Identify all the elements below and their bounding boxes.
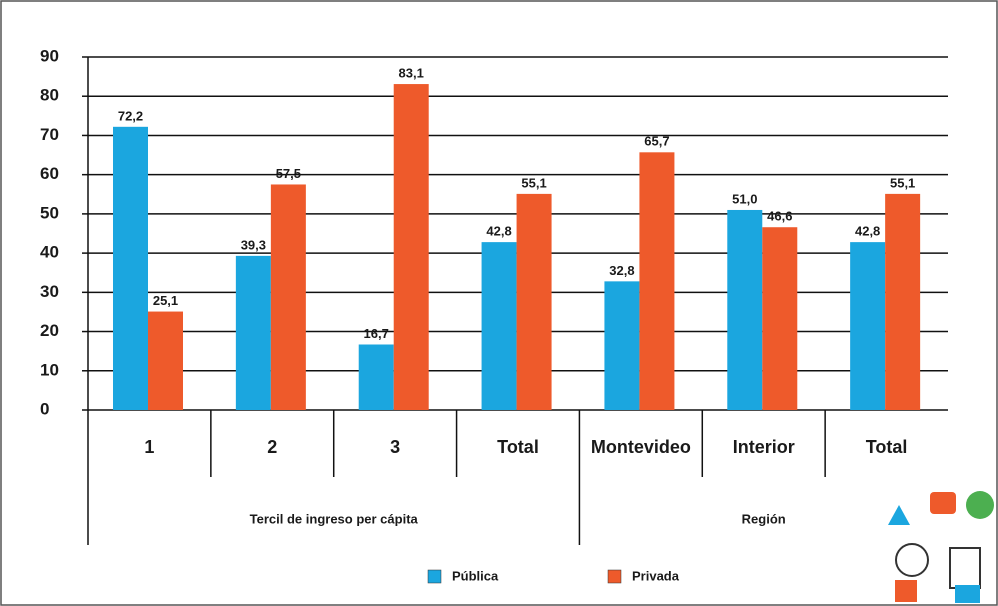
x-tick-label: Total: [497, 437, 539, 457]
bar: [727, 209, 763, 410]
x-tick-label: Montevideo: [591, 437, 691, 457]
y-tick-label: 20: [40, 321, 59, 340]
value-label: 16,7: [364, 326, 389, 341]
icon-shape: [895, 580, 917, 602]
y-tick-label: 60: [40, 164, 59, 183]
bar: [850, 242, 886, 410]
value-label: 42,8: [486, 224, 511, 239]
legend-swatch: [607, 569, 622, 584]
x-tick-label: 3: [390, 437, 400, 457]
bar: [270, 184, 306, 410]
value-label: 46,6: [767, 209, 792, 224]
bar: [604, 281, 640, 410]
y-tick-label: 50: [40, 203, 59, 222]
bar: [885, 193, 921, 410]
bar: [481, 242, 517, 410]
bar: [358, 344, 394, 410]
group-label: Tercil de ingreso per cápita: [250, 511, 419, 526]
bar: [235, 255, 271, 410]
icon-shape: [888, 505, 910, 525]
bar: [762, 227, 798, 410]
x-tick-label: 2: [267, 437, 277, 457]
y-tick-label: 80: [40, 86, 59, 105]
value-label: 57,5: [276, 166, 301, 181]
value-label: 39,3: [241, 237, 266, 252]
value-label: 55,1: [890, 175, 915, 190]
bar: [393, 84, 429, 411]
legend-label: Pública: [452, 568, 499, 583]
icon-shape: [955, 585, 980, 603]
y-tick-label: 70: [40, 125, 59, 144]
bar: [516, 193, 552, 410]
bar: [113, 126, 148, 410]
legend-swatch: [427, 569, 442, 584]
value-label: 32,8: [609, 263, 634, 278]
value-label: 72,2: [118, 108, 143, 123]
x-tick-label: Interior: [733, 437, 795, 457]
value-label: 25,1: [153, 293, 178, 308]
value-label: 51,0: [732, 191, 757, 206]
y-tick-label: 30: [40, 282, 59, 301]
decoration: [888, 491, 994, 603]
y-tick-label: 40: [40, 243, 59, 262]
y-tick-label: 0: [40, 399, 49, 418]
group-label: Región: [742, 511, 786, 526]
legend-label: Privada: [632, 568, 680, 583]
bar: [639, 152, 675, 410]
value-label: 83,1: [399, 66, 424, 81]
y-tick-label: 10: [40, 360, 59, 379]
value-label: 65,7: [644, 134, 669, 149]
icon-shape: [895, 543, 929, 577]
icon-shape: [930, 492, 956, 514]
value-label: 55,1: [521, 175, 546, 190]
value-label: 42,8: [855, 224, 880, 239]
bar: [148, 311, 183, 410]
x-tick-label: Total: [866, 437, 908, 457]
x-tick-label: 1: [144, 437, 154, 457]
y-tick-label: 90: [40, 46, 59, 65]
icon-shape: [966, 491, 994, 519]
